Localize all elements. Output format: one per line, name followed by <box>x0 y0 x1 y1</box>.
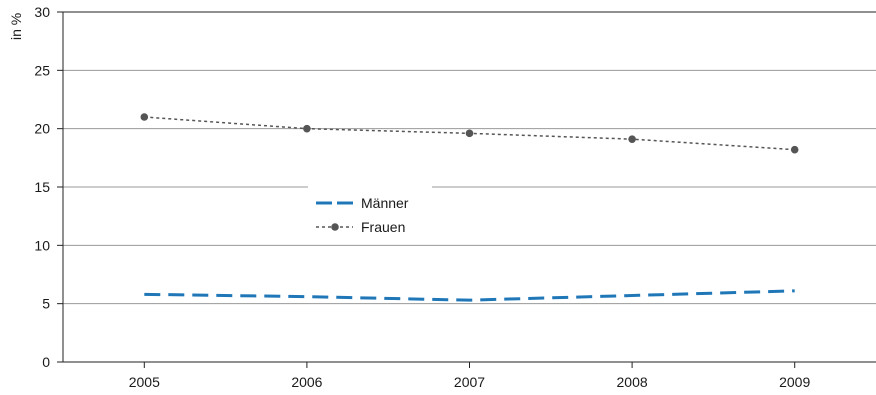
x-tick-label-2006: 2006 <box>291 374 322 390</box>
x-tick-label-2005: 2005 <box>129 374 160 390</box>
x-tick-label-2007: 2007 <box>454 374 485 390</box>
y-tick-label-20: 20 <box>34 121 50 137</box>
legend-item-2-label: Frauen <box>361 219 405 235</box>
series-2-point-2007 <box>465 129 474 138</box>
series-2-point-2008 <box>628 135 636 143</box>
y-tick-label-25: 25 <box>34 62 50 78</box>
x-tick-label-2009: 2009 <box>779 374 810 390</box>
y-tick-label-15: 15 <box>34 179 50 195</box>
y-tick-label-5: 5 <box>42 296 50 312</box>
gridlines <box>63 69 876 305</box>
series-2-point-2009 <box>790 145 799 154</box>
legend-item-2-marker <box>331 223 339 231</box>
y-tick-label-30: 30 <box>34 4 50 20</box>
axes: 0 5 10 15 20 25 30 2005 2006 2007 2008 2009 <box>34 4 876 390</box>
series-2-point-2005 <box>140 113 149 121</box>
x-tick-label-2008: 2008 <box>617 374 648 390</box>
series-1-line <box>144 289 795 302</box>
legend-box <box>308 186 432 242</box>
series-2-point-2006 <box>303 124 311 133</box>
legend-item-1-label: Männer <box>361 195 409 211</box>
y-axis-label: in % <box>8 13 24 40</box>
y-tick-label-10: 10 <box>34 237 50 253</box>
legend: Männer Frauen <box>308 186 432 242</box>
series <box>140 113 799 302</box>
y-tick-label-0: 0 <box>42 354 50 370</box>
